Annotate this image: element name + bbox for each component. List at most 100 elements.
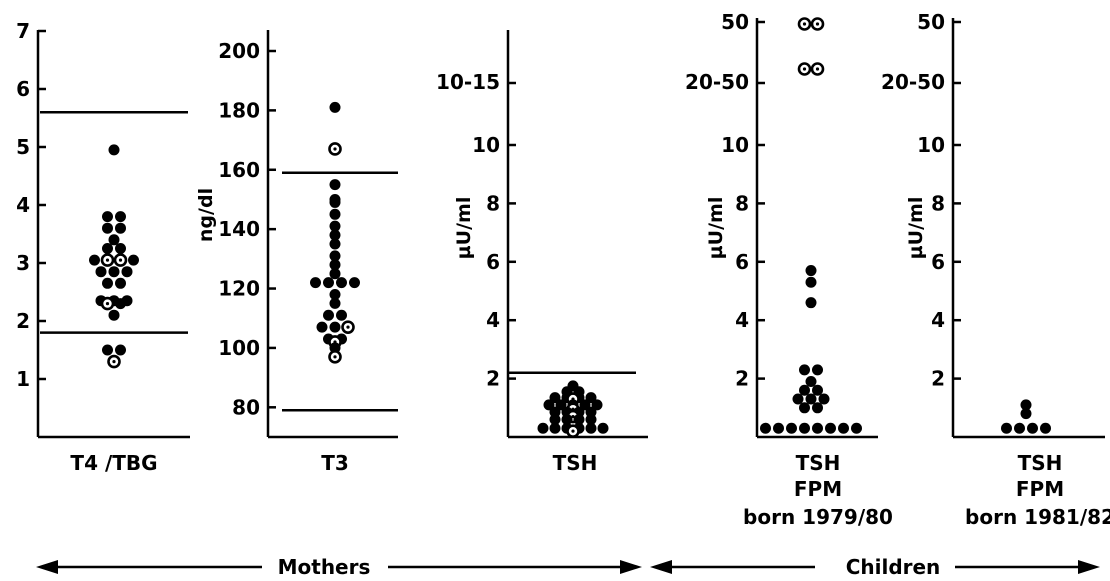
- y-tick-label: 2: [931, 367, 945, 391]
- data-point: [812, 402, 823, 413]
- data-point: [812, 423, 823, 434]
- data-point: [1021, 408, 1032, 419]
- data-point: [1027, 423, 1038, 434]
- data-point: [586, 423, 597, 434]
- data-points: [1001, 399, 1051, 433]
- data-point: [330, 268, 341, 279]
- data-point: [310, 277, 321, 288]
- data-point-open-center: [112, 360, 115, 363]
- y-tick-label: 3: [16, 251, 30, 275]
- y-tick-label-break: 10-15: [436, 70, 500, 94]
- data-point: [102, 278, 113, 289]
- data-point: [851, 423, 862, 434]
- group-children: Children: [650, 555, 1100, 579]
- y-tick-label: 140: [218, 217, 260, 241]
- y-tick-label: 1: [16, 367, 30, 391]
- y-axis-label-uu-ml: µU/ml: [905, 197, 927, 260]
- data-point: [115, 345, 126, 356]
- y-tick-label: 10: [917, 133, 945, 157]
- group-mothers: Mothers: [36, 555, 642, 579]
- data-point: [1014, 423, 1025, 434]
- data-point: [330, 102, 341, 113]
- data-point: [760, 423, 771, 434]
- data-point: [128, 255, 139, 266]
- data-points: [760, 19, 862, 434]
- y-tick-label: 8: [931, 191, 945, 215]
- panel-tsh-children-1979-80: 2 4 6 8 10 50 20-50 µU/ml TSH FPM born 1979/…: [685, 10, 893, 529]
- y-ticks: 2 4 6 8 10: [917, 133, 961, 391]
- data-point: [115, 243, 126, 254]
- data-point-open-center: [333, 355, 336, 358]
- y-tick-label: 10: [721, 133, 749, 157]
- data-point: [330, 298, 341, 309]
- data-point: [799, 385, 810, 396]
- data-point: [598, 423, 609, 434]
- panel-t4-tbg: 1234567 T4 /TBG: [16, 19, 190, 475]
- data-point-open-center: [803, 67, 806, 70]
- data-point: [330, 197, 341, 208]
- data-point: [330, 209, 341, 220]
- data-point: [799, 423, 810, 434]
- group-label-mothers: Mothers: [278, 555, 371, 579]
- data-point-open-center: [106, 259, 109, 262]
- y-tick-label: 2: [16, 309, 30, 333]
- data-point: [806, 277, 817, 288]
- data-point-open-center: [816, 22, 819, 25]
- data-point-open-center: [571, 430, 574, 433]
- x-axis-label-line-1: TSH: [1018, 451, 1063, 475]
- y-tick-label-break-50: 50: [917, 10, 945, 34]
- data-point: [109, 144, 120, 155]
- data-points: [538, 380, 609, 436]
- y-tick-label: 160: [218, 158, 260, 182]
- data-point: [115, 211, 126, 222]
- group-label-children: Children: [846, 555, 941, 579]
- data-point: [330, 239, 341, 250]
- y-axis-label-ng-dl: ng/dl: [195, 188, 217, 242]
- data-point-open-center: [119, 259, 122, 262]
- data-point-open-center: [346, 326, 349, 329]
- y-tick-label: 100: [218, 336, 260, 360]
- y-tick-label: 2: [735, 367, 749, 391]
- data-point: [102, 211, 113, 222]
- x-axis-label-line-2: FPM: [1016, 477, 1064, 501]
- arrow-head-left: [36, 560, 58, 574]
- data-point-open-center: [803, 22, 806, 25]
- data-point: [89, 255, 100, 266]
- data-point: [799, 364, 810, 375]
- arrow-head-left: [650, 560, 672, 574]
- x-axis-label-t3: T3: [321, 451, 349, 475]
- reference-lines: [282, 173, 398, 411]
- data-point: [806, 297, 817, 308]
- x-axis-label-line-3: born 1979/80: [743, 505, 893, 529]
- data-point: [812, 364, 823, 375]
- data-point-open-center: [333, 147, 336, 150]
- y-tick-label-break-50: 50: [721, 10, 749, 34]
- y-tick-label: 4: [486, 308, 500, 332]
- y-tick-label: 6: [16, 77, 30, 101]
- data-point: [102, 243, 113, 254]
- data-points: [310, 102, 360, 362]
- data-point: [799, 402, 810, 413]
- data-point: [323, 277, 334, 288]
- y-tick-label: 5: [16, 135, 30, 159]
- y-ticks: 1 2 3 4 5 6 7: [16, 19, 46, 391]
- data-point-open-center: [816, 67, 819, 70]
- data-point: [323, 310, 334, 321]
- y-tick-label: 6: [931, 250, 945, 274]
- data-point: [550, 423, 561, 434]
- data-point: [806, 376, 817, 387]
- y-tick-label: 120: [218, 277, 260, 301]
- data-point: [806, 394, 817, 405]
- data-point: [538, 423, 549, 434]
- data-point: [115, 223, 126, 234]
- panel-tsh-mothers: 2 4 6 8 10 10-15 µU/ml TSH: [436, 30, 648, 475]
- y-tick-label: 8: [486, 191, 500, 215]
- data-point: [102, 345, 113, 356]
- data-point: [336, 310, 347, 321]
- data-point-open-center: [106, 302, 109, 305]
- y-tick-label-break-20-50: 20-50: [881, 70, 945, 94]
- panel-t3: 80100120140160180200 ng/dl T3: [195, 30, 398, 475]
- y-tick-label: 6: [735, 250, 749, 274]
- y-tick-label: 6: [486, 250, 500, 274]
